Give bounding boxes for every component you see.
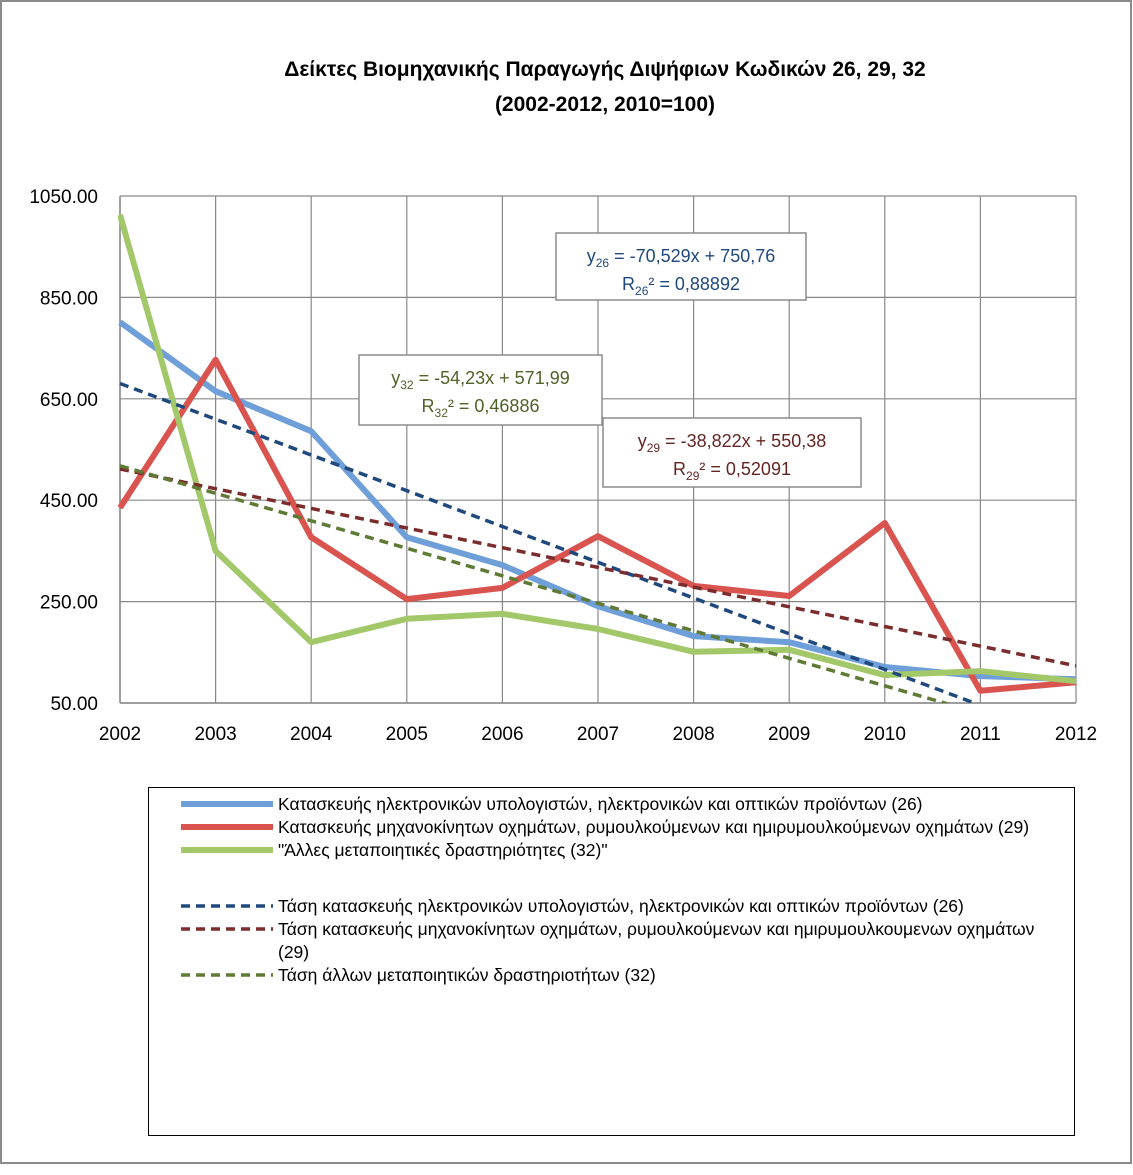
legend-entry: Τάση κατασκευής ηλεκτρονικών υπολογιστών… xyxy=(149,895,1068,918)
legend-label: Τάση κατασκευής ηλεκτρονικών υπολογιστών… xyxy=(278,896,964,916)
legend-swatch xyxy=(181,801,273,807)
y-tick-label: 850.00 xyxy=(40,288,98,309)
x-tick-label: 2002 xyxy=(99,724,141,745)
legend-label: Κατασκευής ηλεκτρονικών υπολογιστών, ηλε… xyxy=(278,794,923,814)
x-tick-label: 2010 xyxy=(864,724,906,745)
legend-swatch xyxy=(181,927,273,931)
annotation-text: R xyxy=(673,459,686,479)
annotation-text: y xyxy=(391,368,400,388)
legend-entry: Κατασκευής ηλεκτρονικών υπολογιστών, ηλε… xyxy=(149,793,1068,816)
x-tick-label: 2012 xyxy=(1055,724,1097,745)
x-tick-label: 2007 xyxy=(577,724,619,745)
annotation-text: 29 xyxy=(647,441,661,455)
series-line xyxy=(119,381,980,703)
annotation-text: ² = 0,88892 xyxy=(648,274,740,294)
series-line xyxy=(118,356,1077,694)
y-tick-label: 50.00 xyxy=(50,694,98,715)
x-tick-label: 2009 xyxy=(768,724,810,745)
annotation-text: 29 xyxy=(686,469,700,483)
x-tick-label: 2005 xyxy=(386,724,428,745)
legend-entry: Τάση κατασκευής μηχανοκίνητων οχημάτων, … xyxy=(149,918,1068,964)
annotation-equation: y26 = -70,529x + 750,76 xyxy=(587,246,776,270)
annotation-text: ² = 0,46886 xyxy=(448,396,540,416)
legend-entry: Κατασκευής μηχανοκίνητων οχημάτων, ρυμου… xyxy=(149,816,1068,839)
annotation-text: y xyxy=(587,246,596,266)
y-tick-label: 250.00 xyxy=(40,593,98,614)
legend-label: Τάση κατασκευής μηχανοκίνητων οχημάτων, … xyxy=(278,919,1035,962)
annotation-equation: y32 = -54,23x + 571,99 xyxy=(391,368,569,392)
annotation-text: y xyxy=(638,431,647,451)
annotation-box xyxy=(358,354,603,426)
annotation-text: ² = 0,52091 xyxy=(699,459,791,479)
annotation-r-squared: R29² = 0,52091 xyxy=(673,459,791,483)
annotation-text: = -70,529x + 750,76 xyxy=(609,246,775,266)
chart-title: (2002-2012, 2010=100) xyxy=(495,93,715,116)
annotation-text: 26 xyxy=(635,284,649,298)
series-line xyxy=(118,213,1077,685)
annotation-text: = -54,23x + 571,99 xyxy=(414,368,570,388)
legend-label: "Άλλες μεταποιητικές δραστηριότητες (32)… xyxy=(278,840,608,860)
annotation-text: 32 xyxy=(435,406,449,420)
y-tick-label: 1050.00 xyxy=(29,187,98,208)
chart-title: Δείκτες Βιομηχανικής Παραγωγής Διψήφιων … xyxy=(284,58,925,81)
series-line xyxy=(118,319,1077,683)
legend-swatch xyxy=(181,904,273,908)
legend-label: Κατασκευής μηχανοκίνητων οχημάτων, ρυμου… xyxy=(278,817,1030,837)
annotation-r-squared: R26² = 0,88892 xyxy=(622,274,740,298)
legend-swatch xyxy=(181,973,273,977)
y-tick-label: 650.00 xyxy=(40,390,98,411)
annotation-text: R xyxy=(422,396,435,416)
x-tick-label: 2004 xyxy=(290,724,333,745)
x-tick-label: 2003 xyxy=(194,724,236,745)
annotation-text: R xyxy=(622,274,635,294)
legend-swatch xyxy=(181,847,273,853)
annotation-r-squared: R32² = 0,46886 xyxy=(422,396,540,420)
annotation-equation: y29 = -38,822x + 550,38 xyxy=(638,431,827,455)
x-tick-label: 2011 xyxy=(960,724,1001,745)
annotation-box xyxy=(555,232,807,301)
legend-entry: "Άλλες μεταποιητικές δραστηριότητες (32)… xyxy=(149,839,1068,862)
y-tick-label: 450.00 xyxy=(40,491,98,512)
annotation-text: 26 xyxy=(596,256,610,270)
series-line xyxy=(119,464,951,703)
legend-label: Τάση άλλων μεταποιητικών δραστηριοτήτων … xyxy=(278,965,656,985)
legend-swatch xyxy=(181,824,273,830)
annotation-text: = -38,822x + 550,38 xyxy=(660,431,826,451)
legend-entry: Τάση άλλων μεταποιητικών δραστηριοτήτων … xyxy=(149,964,1068,987)
legend: Κατασκευής ηλεκτρονικών υπολογιστών, ηλε… xyxy=(148,787,1075,1136)
annotation-box xyxy=(602,417,862,488)
annotation-text: 32 xyxy=(400,378,414,392)
x-tick-label: 2008 xyxy=(672,724,714,745)
series-line xyxy=(119,467,1077,668)
x-tick-label: 2006 xyxy=(481,724,523,745)
